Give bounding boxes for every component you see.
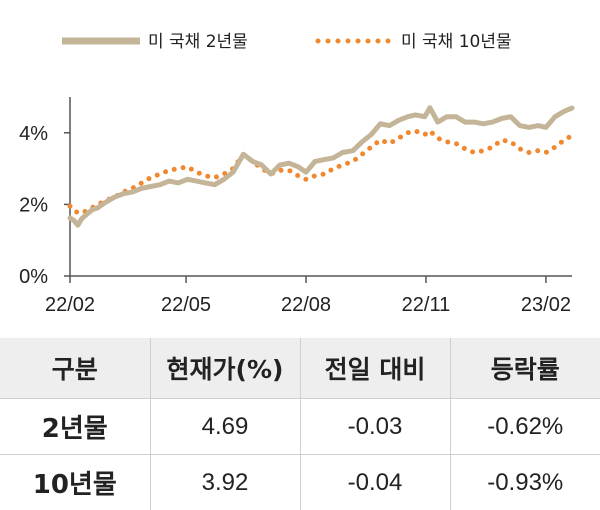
x-ticks: 22/02 22/05 22/08 22/11 23/02 — [45, 276, 571, 316]
legend-label-10y: 미 국채 10년물 — [401, 32, 512, 52]
y-tick-label: 2% — [19, 194, 48, 216]
y-tick-label: 4% — [19, 123, 48, 145]
x-tick-label: 23/02 — [521, 294, 571, 316]
quote-table: 구분 현재가(%) 전일 대비 등락률 2년물 4.69 -0.03 -0.62… — [0, 338, 600, 510]
x-tick-label: 22/05 — [161, 294, 211, 316]
series-line-10y — [70, 131, 572, 213]
header-change-rate: 등락률 — [450, 338, 600, 399]
legend-label-2y: 미 국채 2년물 — [148, 32, 248, 52]
price-cell: 3.92 — [150, 455, 300, 510]
series-line-2y — [70, 108, 572, 226]
x-tick-label: 22/02 — [45, 294, 95, 316]
y-tick-label: 0% — [19, 266, 48, 288]
change-cell: -0.04 — [300, 455, 450, 510]
change-rate-cell: -0.62% — [450, 399, 600, 455]
table-row-10y: 10년물 3.92 -0.04 -0.93% — [0, 455, 600, 510]
y-ticks: 0% 2% 4% — [19, 123, 70, 288]
row-label: 10년물 — [0, 455, 150, 510]
x-tick-label: 22/11 — [402, 294, 451, 316]
change-rate-cell: -0.93% — [450, 455, 600, 510]
x-tick-label: 22/08 — [281, 294, 331, 316]
row-label: 2년물 — [0, 399, 150, 455]
chart-legend: 미 국채 2년물 미 국채 10년물 — [62, 32, 512, 52]
header-change: 전일 대비 — [300, 338, 450, 399]
table-row-2y: 2년물 4.69 -0.03 -0.62% — [0, 399, 600, 455]
table-header-row: 구분 현재가(%) 전일 대비 등락률 — [0, 338, 600, 399]
header-category: 구분 — [0, 338, 150, 399]
header-price: 현재가(%) — [150, 338, 300, 399]
series-lines — [70, 108, 572, 226]
change-cell: -0.03 — [300, 399, 450, 455]
price-cell: 4.69 — [150, 399, 300, 455]
